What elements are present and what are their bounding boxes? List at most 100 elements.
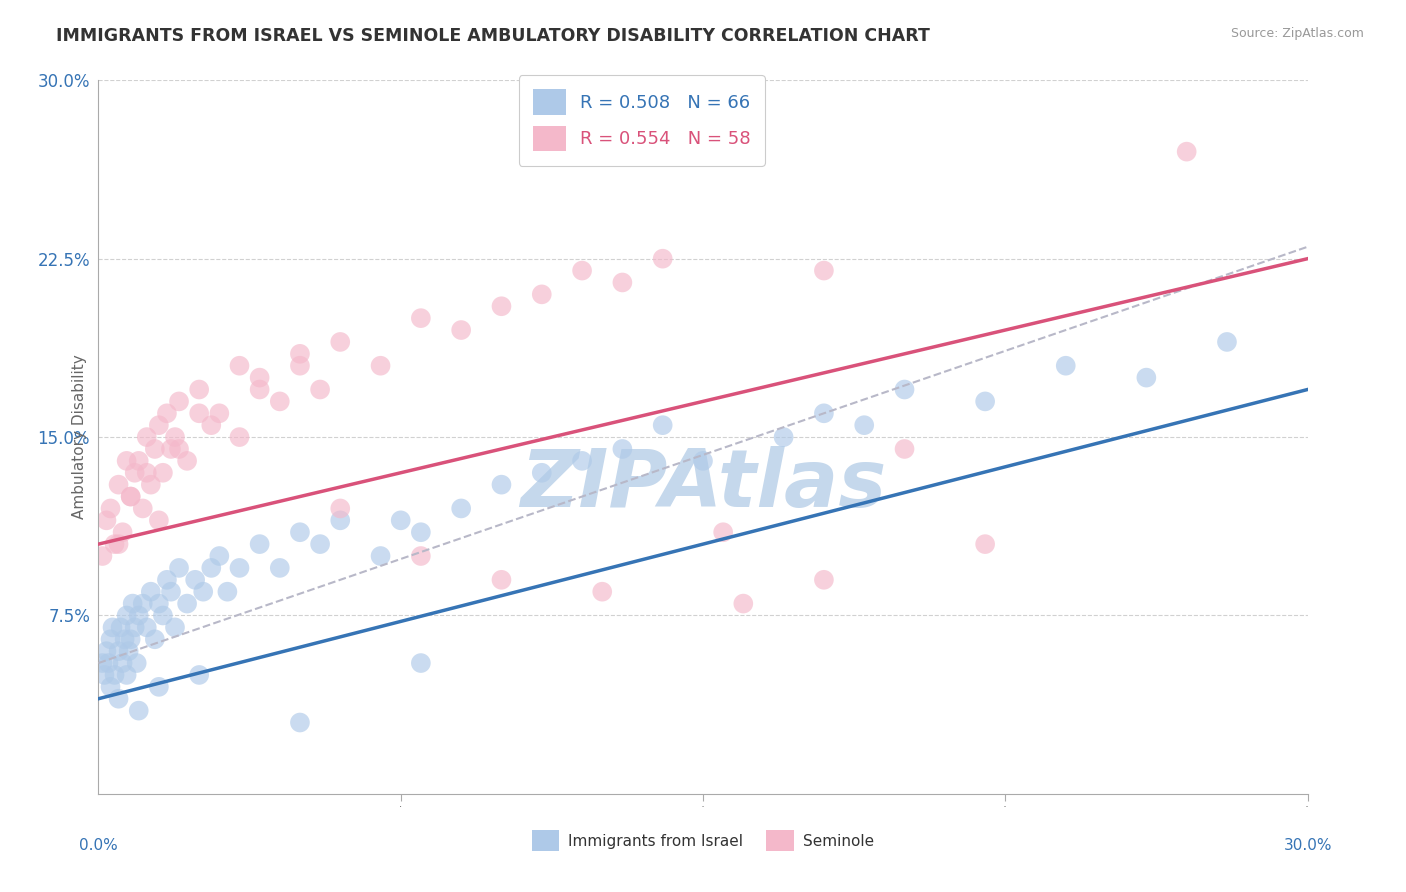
Point xyxy=(176,454,198,468)
Point xyxy=(409,656,432,670)
Point xyxy=(128,454,150,468)
Point xyxy=(163,430,186,444)
Point xyxy=(612,276,634,290)
Text: ZIPAtlas: ZIPAtlas xyxy=(520,446,886,524)
Point xyxy=(160,442,183,456)
Text: IMMIGRANTS FROM ISRAEL VS SEMINOLE AMBULATORY DISABILITY CORRELATION CHART: IMMIGRANTS FROM ISRAEL VS SEMINOLE AMBUL… xyxy=(56,27,931,45)
Point xyxy=(530,287,553,301)
Legend: Immigrants from Israel, Seminole: Immigrants from Israel, Seminole xyxy=(526,823,880,857)
Point xyxy=(148,597,170,611)
Point xyxy=(288,347,311,361)
Text: 30.0%: 30.0% xyxy=(1284,838,1331,854)
Point xyxy=(115,668,138,682)
Point xyxy=(329,513,352,527)
Point xyxy=(733,597,755,611)
Point xyxy=(107,537,129,551)
Point xyxy=(135,620,157,634)
Point xyxy=(217,584,239,599)
Point xyxy=(228,561,250,575)
Point xyxy=(115,454,138,468)
Point xyxy=(228,430,250,444)
Point xyxy=(491,573,513,587)
Point xyxy=(93,668,115,682)
Point xyxy=(269,561,291,575)
Point xyxy=(100,501,122,516)
Point xyxy=(409,525,432,540)
Point xyxy=(188,406,211,420)
Point xyxy=(329,501,352,516)
Point xyxy=(288,715,311,730)
Point xyxy=(188,383,211,397)
Point xyxy=(111,525,134,540)
Text: 0.0%: 0.0% xyxy=(79,838,118,854)
Point xyxy=(389,513,412,527)
Point xyxy=(491,299,513,313)
Point xyxy=(121,597,143,611)
Point xyxy=(91,549,114,563)
Point xyxy=(1054,359,1077,373)
Point xyxy=(148,418,170,433)
Point xyxy=(103,668,125,682)
Point xyxy=(107,477,129,491)
Point xyxy=(772,430,794,444)
Point xyxy=(167,394,190,409)
Point xyxy=(139,584,162,599)
Point xyxy=(124,620,146,634)
Point xyxy=(450,501,472,516)
Point xyxy=(530,466,553,480)
Point xyxy=(101,620,124,634)
Point xyxy=(128,608,150,623)
Point xyxy=(491,477,513,491)
Point xyxy=(813,573,835,587)
Point xyxy=(100,632,122,647)
Point xyxy=(711,525,734,540)
Point xyxy=(167,442,190,456)
Point xyxy=(176,597,198,611)
Point xyxy=(91,656,114,670)
Point xyxy=(692,454,714,468)
Point xyxy=(200,561,222,575)
Point xyxy=(309,383,332,397)
Point xyxy=(813,406,835,420)
Point xyxy=(120,632,142,647)
Point xyxy=(118,644,141,658)
Point xyxy=(1175,145,1198,159)
Point xyxy=(128,704,150,718)
Point xyxy=(309,537,332,551)
Point xyxy=(115,608,138,623)
Point xyxy=(288,359,311,373)
Point xyxy=(853,418,876,433)
Point xyxy=(571,454,593,468)
Point xyxy=(120,490,142,504)
Point xyxy=(156,573,179,587)
Point xyxy=(139,477,162,491)
Point xyxy=(148,513,170,527)
Point xyxy=(152,608,174,623)
Point xyxy=(370,549,392,563)
Point xyxy=(974,394,997,409)
Point xyxy=(188,668,211,682)
Point xyxy=(96,644,118,658)
Point xyxy=(208,406,231,420)
Point xyxy=(160,584,183,599)
Point xyxy=(200,418,222,433)
Point xyxy=(651,252,673,266)
Point xyxy=(114,632,136,647)
Point xyxy=(156,406,179,420)
Point xyxy=(249,370,271,384)
Point xyxy=(100,680,122,694)
Point xyxy=(193,584,215,599)
Point xyxy=(893,442,915,456)
Point xyxy=(184,573,207,587)
Point xyxy=(103,537,125,551)
Point xyxy=(571,263,593,277)
Point xyxy=(107,644,129,658)
Point xyxy=(107,691,129,706)
Point xyxy=(651,418,673,433)
Point xyxy=(228,359,250,373)
Point xyxy=(97,656,120,670)
Point xyxy=(111,656,134,670)
Point xyxy=(813,263,835,277)
Point xyxy=(167,561,190,575)
Text: Source: ZipAtlas.com: Source: ZipAtlas.com xyxy=(1230,27,1364,40)
